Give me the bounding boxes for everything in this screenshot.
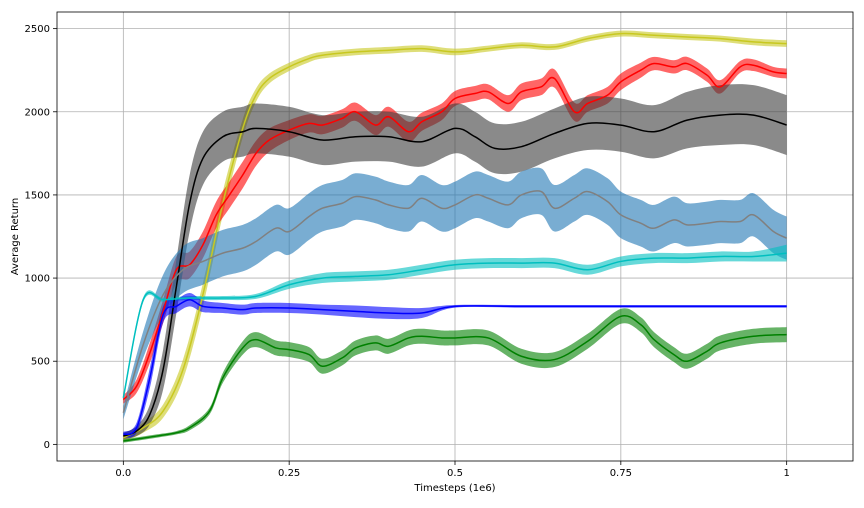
series-3-band [123,84,787,440]
x-axis-label: Timesteps (1e6) [413,483,495,494]
series-4-band [123,167,787,420]
y-tick-label: 1000 [25,274,50,285]
series-6-band [123,293,787,438]
axis-ticks: 0.0 0.25 0.5 0.75 1 0 500 1000 1500 2000 2500 [25,24,790,479]
y-tick-label: 2500 [25,24,50,35]
x-tick-label: 0.5 [447,468,463,479]
x-tick-label: 1 [783,468,789,479]
series-1-line [122,32,787,439]
x-tick-label: 0.0 [115,468,131,479]
series-2-line [122,62,787,401]
series-6-line [122,298,787,436]
y-tick-label: 0 [44,440,50,451]
series-7-band [123,308,787,443]
x-tick-label: 0.75 [610,468,632,479]
y-tick-label: 1500 [25,190,50,201]
y-tick-label: 500 [31,357,50,368]
y-tick-label: 2000 [25,107,50,118]
x-tick-label: 0.25 [278,468,300,479]
series-7-line [123,314,787,442]
y-axis-label: Average Return [10,198,21,275]
series-lines [122,32,788,442]
error-bands [123,30,787,443]
series-5-band [123,244,787,402]
series-4-line [122,190,788,413]
series-5-line [122,252,787,398]
series-3-line [123,113,787,437]
